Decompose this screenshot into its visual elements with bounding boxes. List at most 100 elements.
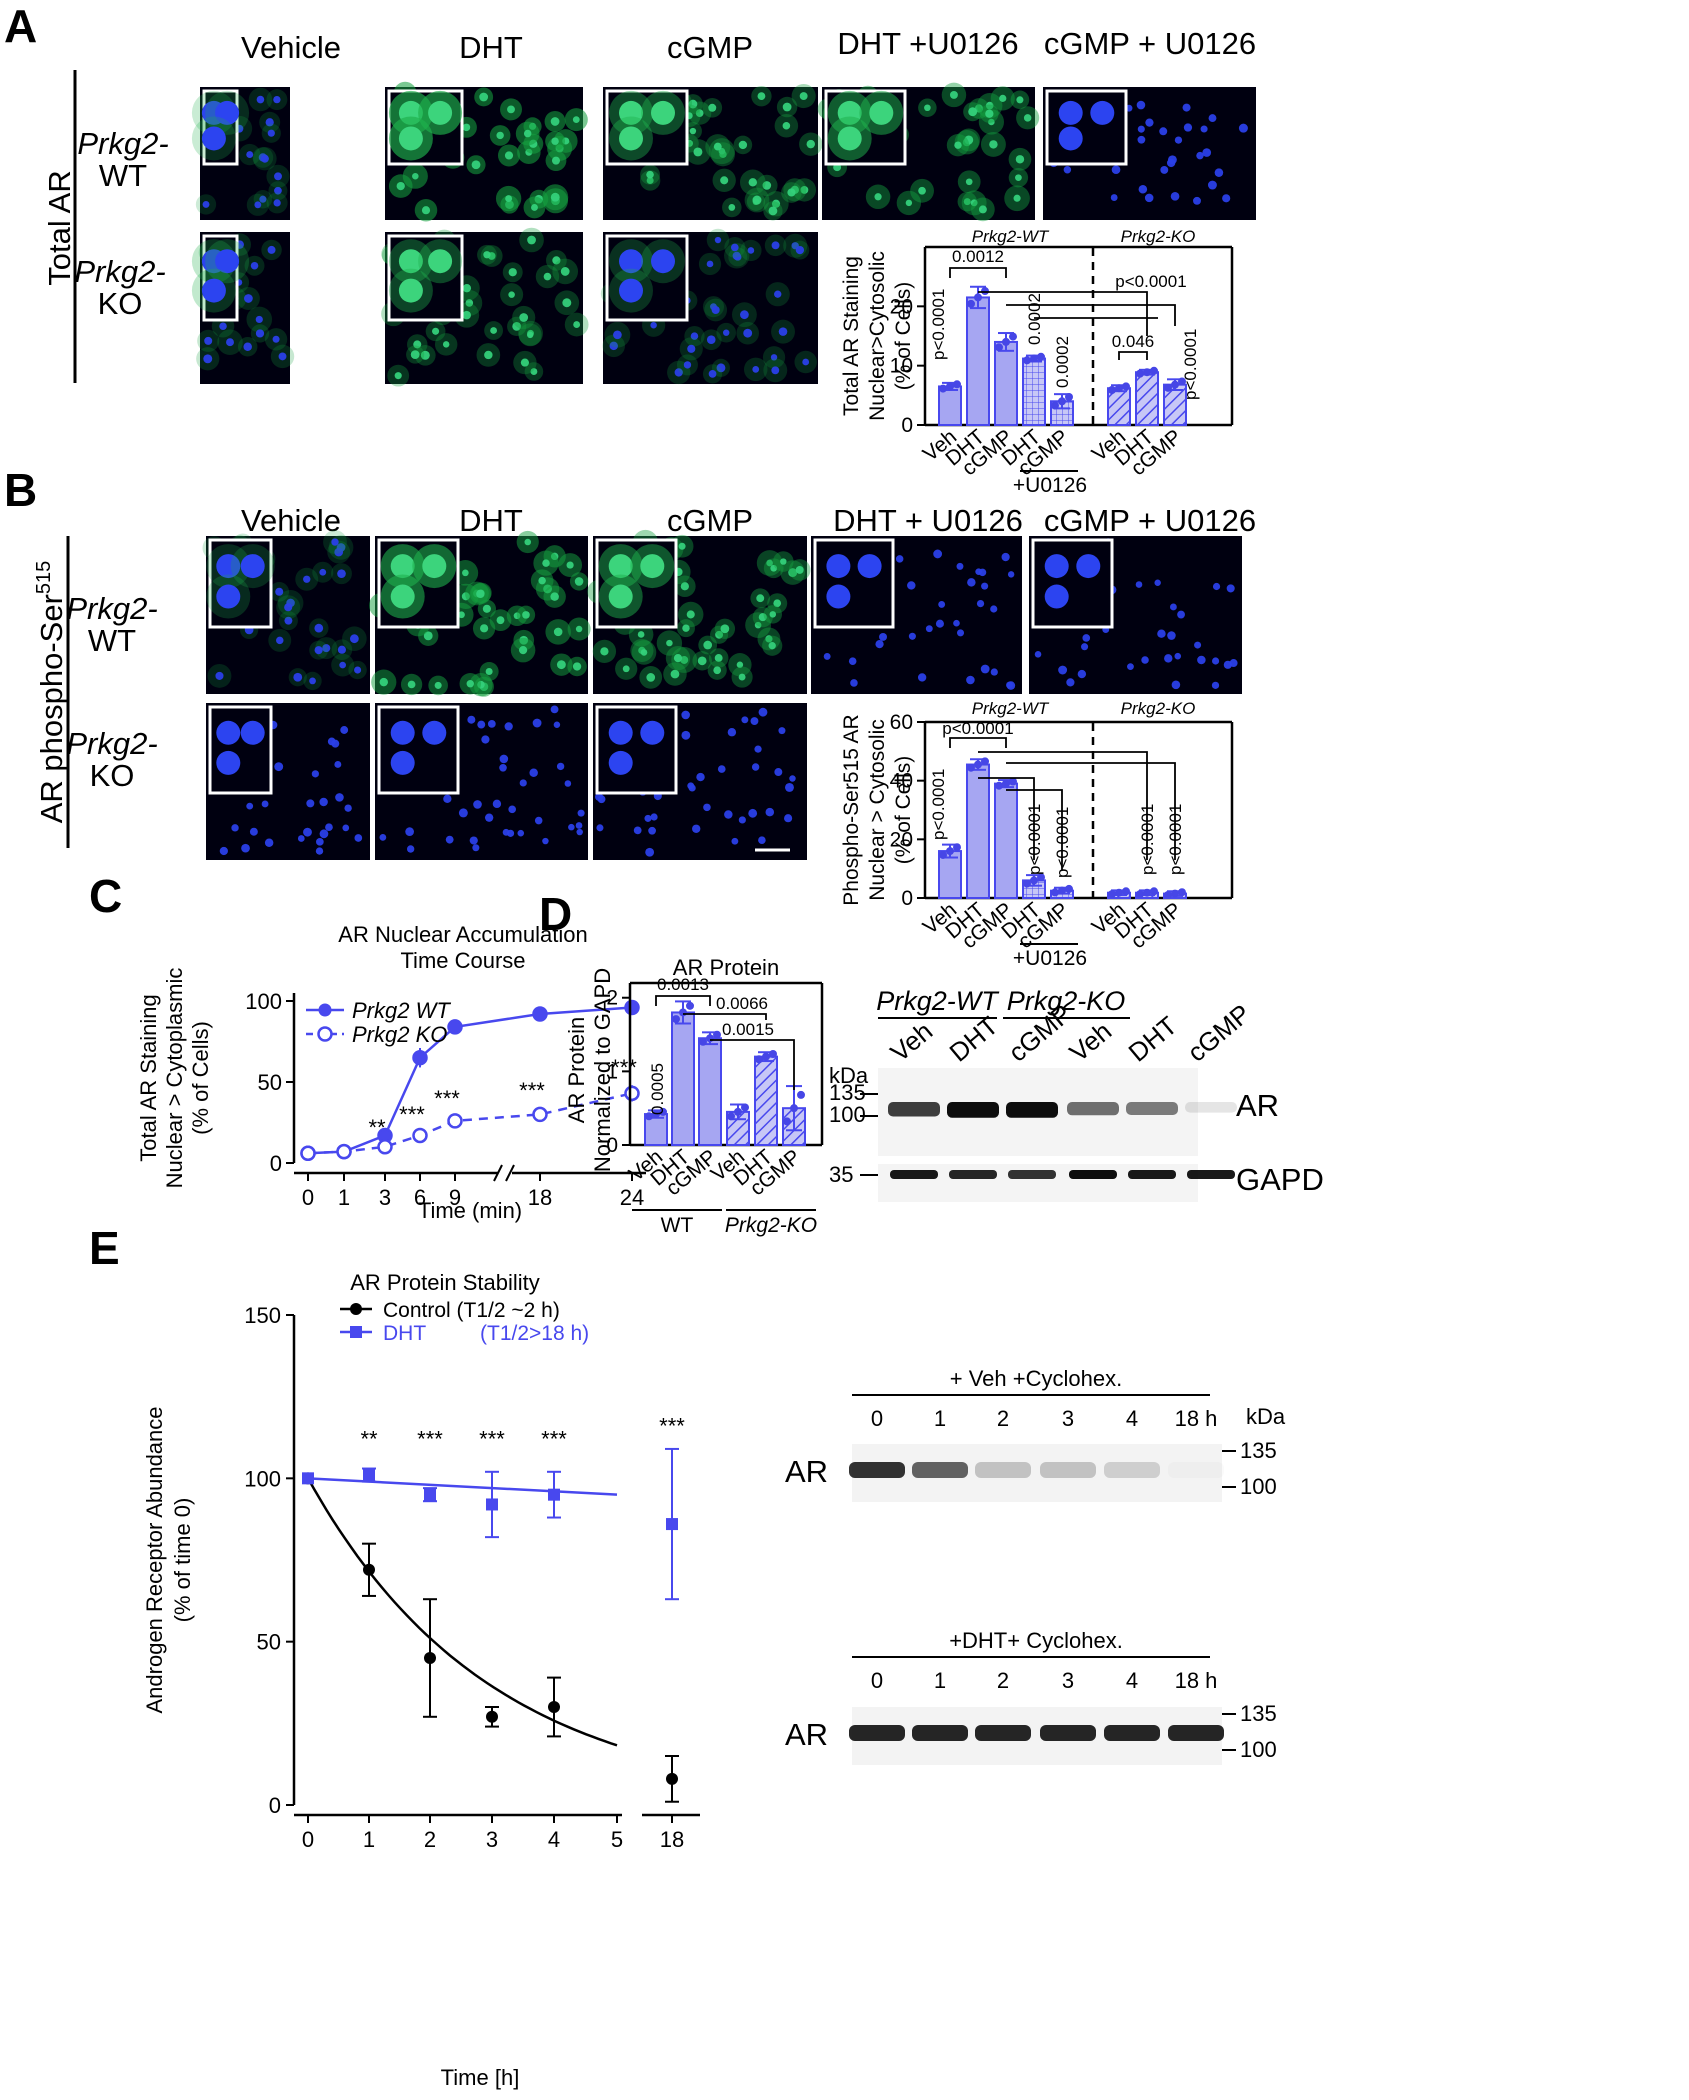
cell-nucleus — [673, 654, 683, 663]
cell-nucleus — [462, 123, 471, 132]
cell-nucleus — [778, 327, 788, 336]
blot-band — [1168, 1462, 1224, 1478]
cell-nucleus — [293, 672, 303, 682]
bar — [671, 1011, 695, 1146]
cell-nucleus — [1212, 582, 1221, 591]
data-point — [1150, 366, 1158, 375]
inset-nucleus — [837, 126, 862, 151]
data-point — [1037, 873, 1045, 882]
cell-nucleus — [696, 772, 705, 782]
cell-nucleus — [600, 647, 609, 656]
y-tick-label: 0 — [270, 1151, 282, 1176]
y-tick-label: 100 — [245, 989, 282, 1014]
row-label-wt-line1: Prkg2- — [77, 126, 168, 161]
data-point — [679, 1008, 687, 1017]
y-axis-label: Nuclear>Cytosolic — [866, 251, 889, 421]
group-label: WT — [661, 1214, 694, 1237]
y-tick-label: 50 — [258, 1070, 282, 1095]
cell-nucleus — [524, 538, 532, 546]
row-label-ko-line1: Prkg2- — [66, 726, 157, 761]
cell-nucleus — [458, 611, 465, 619]
cell-nucleus — [572, 116, 580, 124]
cell-nucleus — [751, 763, 760, 771]
data-point — [946, 382, 954, 391]
cell-nucleus — [732, 251, 741, 260]
cell-nucleus — [496, 131, 504, 140]
cell-nucleus — [646, 176, 654, 184]
y-tick-label: 100 — [244, 1466, 281, 1491]
marker-label: 100 — [829, 1102, 866, 1127]
cell-nucleus — [349, 634, 359, 644]
cell-nucleus — [1238, 123, 1248, 133]
cell-nucleus — [379, 834, 387, 841]
cell-nucleus — [566, 561, 574, 569]
group-label: Prkg2-WT — [972, 699, 1050, 718]
cell-nucleus — [1034, 650, 1042, 658]
cell-nucleus — [1135, 581, 1143, 588]
cell-nucleus — [720, 176, 729, 185]
x-tick-label: 3 — [379, 1185, 391, 1210]
inset-nucleus — [619, 249, 643, 274]
inset-nucleus — [608, 720, 633, 745]
micrograph-image — [817, 82, 1040, 222]
sig-bracket — [949, 737, 1007, 748]
cell-nucleus — [1207, 180, 1217, 190]
cell-nucleus — [1058, 665, 1068, 675]
cell-nucleus — [743, 328, 753, 338]
sig-bracket — [1118, 351, 1148, 360]
cell-nucleus — [483, 251, 491, 259]
data-point — [532, 1106, 548, 1123]
cell-nucleus — [241, 843, 250, 853]
cell-nucleus — [261, 800, 269, 808]
x-tick-label: 18 — [528, 1185, 552, 1210]
cell-nucleus — [908, 632, 916, 640]
chart-title: AR Protein — [673, 955, 779, 980]
cell-nucleus — [265, 118, 274, 127]
significance-mark: *** — [399, 1102, 425, 1127]
lane-label: 3 — [1062, 1406, 1074, 1431]
cell-nucleus — [670, 669, 680, 679]
cell-nucleus — [738, 673, 746, 681]
micrograph-image — [381, 227, 589, 387]
cell-nucleus — [850, 679, 858, 687]
cell-nucleus — [848, 657, 857, 665]
inset-nucleus — [201, 126, 226, 151]
data-point — [1143, 368, 1151, 377]
cell-nucleus — [1082, 634, 1091, 642]
inset-frame — [208, 705, 273, 795]
data-point — [412, 1127, 428, 1144]
cell-nucleus — [508, 268, 517, 277]
significance-mark: *** — [417, 1427, 443, 1452]
cell-nucleus — [490, 327, 498, 334]
p-value: p<0.0001 — [1138, 804, 1157, 875]
col-header: cGMP + U0126 — [1044, 26, 1256, 61]
chart-title: AR Protein Stability — [350, 1270, 540, 1295]
cell-nucleus — [724, 810, 733, 819]
bar — [1135, 371, 1159, 426]
y-tick-label: 0 — [606, 1134, 618, 1157]
micrograph-image — [191, 87, 290, 220]
cell-nucleus — [736, 661, 744, 668]
cell-nucleus — [315, 847, 324, 855]
cell-nucleus — [420, 350, 430, 360]
cell-nucleus — [306, 799, 315, 808]
cell-nucleus — [303, 827, 312, 837]
cell-nucleus — [462, 569, 469, 577]
cell-nucleus — [246, 151, 254, 159]
data-point — [1023, 356, 1031, 365]
inset-nucleus — [1090, 100, 1115, 125]
legend-marker — [318, 1003, 332, 1017]
lane-label: cGMP — [1182, 998, 1257, 1067]
cell-nucleus — [933, 549, 943, 559]
cell-nucleus — [484, 350, 493, 360]
cell-nucleus — [1171, 680, 1181, 690]
inset-nucleus — [390, 584, 415, 609]
row-label-superscript: 515 — [33, 561, 55, 594]
cell-nucleus — [203, 354, 213, 364]
group-label: Prkg2-KO — [725, 1214, 817, 1237]
p-value: 0.0066 — [716, 994, 768, 1013]
cell-nucleus — [379, 677, 388, 687]
cell-nucleus — [703, 640, 713, 650]
marker-label: 135 — [1240, 1438, 1277, 1463]
micrograph-image — [600, 228, 818, 385]
